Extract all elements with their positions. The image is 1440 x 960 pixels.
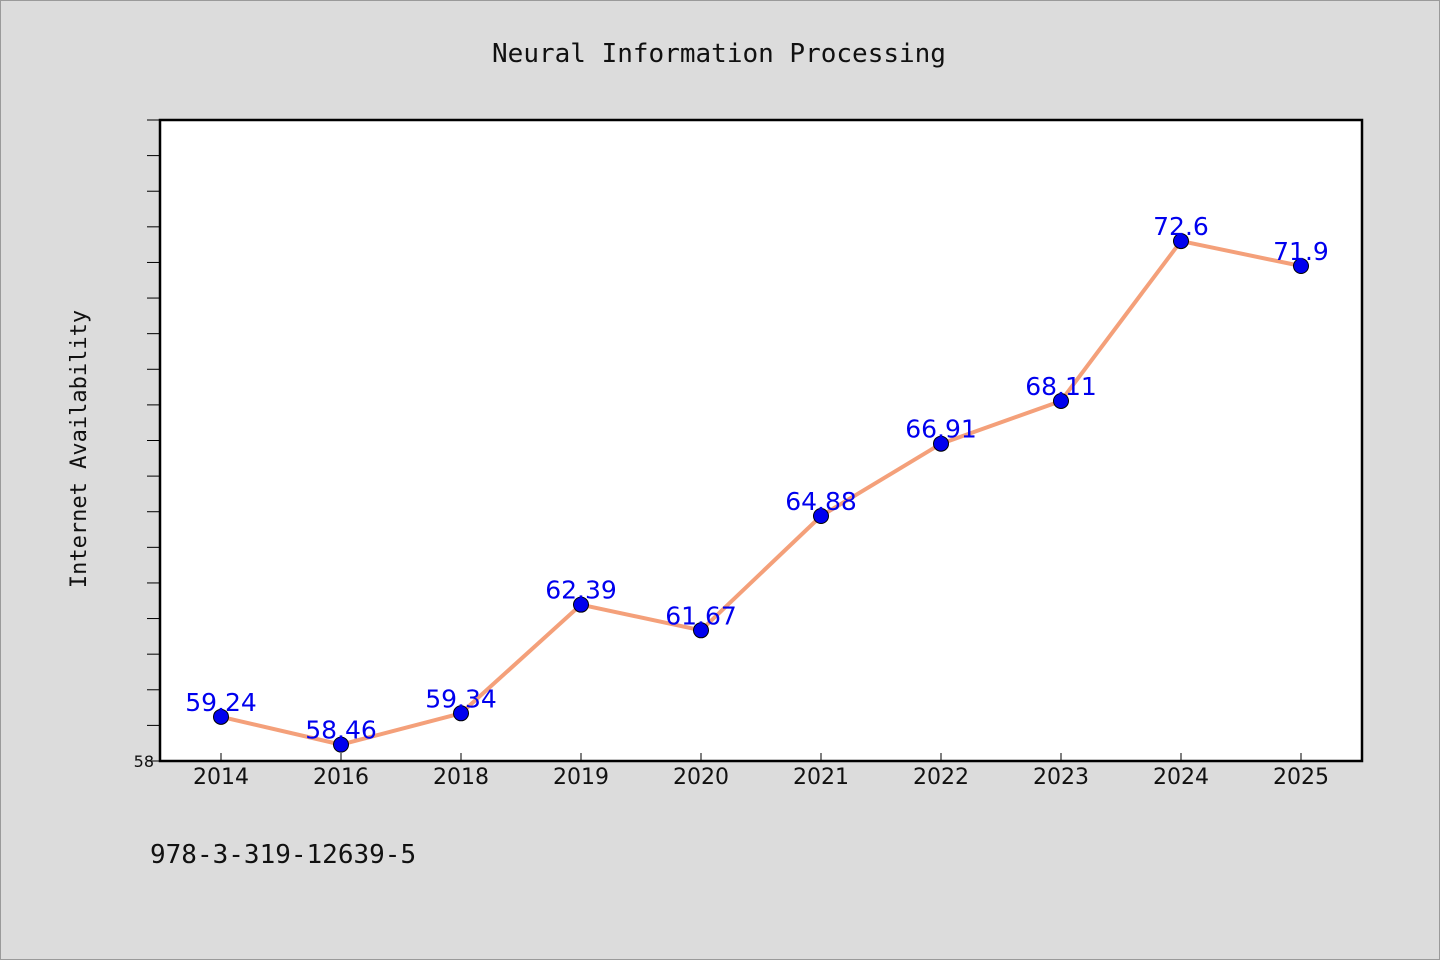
x-tick-label: 2025	[1273, 765, 1329, 790]
x-tick-label: 2024	[1153, 765, 1209, 790]
data-label: 71.9	[1273, 237, 1329, 266]
chart-title: Neural Information Processing	[492, 39, 946, 69]
x-axis-ticks: 2014 2016 2018 2019 2020 2021 2022 2023 2024 2025	[193, 753, 1329, 790]
data-point-marker	[1293, 258, 1309, 275]
y-tick-label: 58	[134, 752, 154, 771]
x-tick-label: 2019	[553, 765, 609, 790]
x-tick-label: 2018	[433, 765, 489, 790]
data-point-marker	[933, 435, 949, 452]
data-point-marker	[333, 736, 349, 753]
data-point-marker	[213, 708, 229, 725]
data-label: 62.39	[545, 576, 617, 605]
data-label: 58.46	[305, 716, 377, 745]
data-point-marker	[693, 622, 709, 639]
marker-layer	[213, 233, 1309, 753]
data-label: 64.88	[785, 487, 857, 516]
data-label: 66.91	[905, 415, 977, 444]
data-point-marker	[813, 507, 829, 524]
series-line	[219, 239, 1303, 747]
x-tick-label: 2020	[673, 765, 729, 790]
data-label: 59.34	[425, 684, 497, 713]
series-layer	[219, 239, 1303, 747]
x-tick-label: 2014	[193, 765, 249, 790]
y-axis-ticks: 58	[134, 119, 160, 771]
plot-area	[158, 118, 1364, 763]
data-label-layer: 59.24 58.46 59.34 62.39 61.67 64.88 66.91 68.11…	[185, 212, 1329, 745]
x-tick-label: 2023	[1033, 765, 1089, 790]
x-tick-label: 2021	[793, 765, 849, 790]
y-axis-label: Internet Availability	[67, 310, 92, 588]
data-label: 61.67	[665, 601, 737, 630]
footer-isbn: 978-3-319-12639-5	[150, 840, 416, 870]
data-label: 68.11	[1025, 372, 1097, 401]
x-tick-label: 2022	[913, 765, 969, 790]
data-point-marker	[1173, 233, 1189, 250]
data-point-marker	[453, 705, 469, 722]
data-point-marker	[1053, 392, 1069, 409]
x-tick-label: 2016	[313, 765, 369, 790]
data-label: 59.24	[185, 688, 257, 717]
data-point-marker	[573, 596, 589, 613]
data-label: 72.6	[1153, 212, 1209, 241]
